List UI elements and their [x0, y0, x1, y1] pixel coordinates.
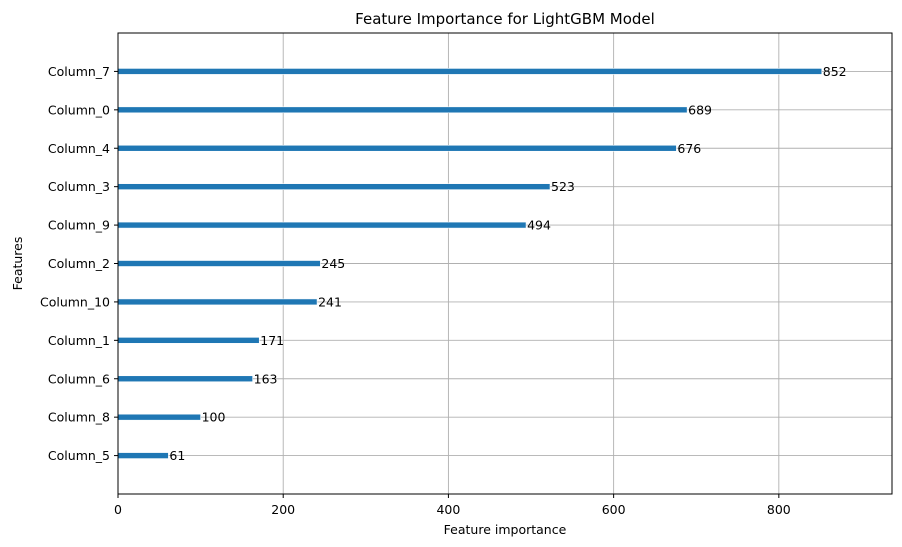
tick-layer: 0 200 400 600 800 Column_7 852 Column_0 689 Colum… — [40, 64, 847, 517]
bar — [117, 298, 318, 306]
bar-value-label: 163 — [254, 371, 278, 386]
bar-value-label: 61 — [169, 448, 185, 463]
bar-value-label: 689 — [688, 102, 712, 117]
y-tick-label: Column_3 — [48, 179, 110, 194]
y-tick-label: Column_2 — [48, 256, 110, 271]
bar — [117, 106, 688, 114]
x-tick-label: 600 — [602, 502, 626, 517]
y-tick-label: Column_7 — [48, 64, 110, 79]
bar-value-label: 241 — [318, 294, 342, 309]
bar — [117, 260, 321, 267]
bar-value-label: 171 — [260, 333, 284, 348]
x-tick-label: 200 — [271, 502, 295, 517]
bar-value-label: 523 — [551, 179, 575, 194]
bar — [117, 183, 551, 190]
bar-layer — [117, 68, 823, 459]
y-axis-label: Features — [10, 237, 25, 291]
bar-value-label: 100 — [202, 410, 226, 425]
y-tick-label: Column_5 — [48, 448, 110, 463]
x-tick-label: 0 — [114, 502, 122, 517]
bar — [117, 221, 527, 229]
x-axis-label: Feature importance — [444, 522, 567, 537]
bar — [117, 68, 823, 75]
y-tick-label: Column_9 — [48, 218, 110, 233]
y-tick-label: Column_4 — [48, 141, 110, 156]
y-tick-label: Column_1 — [48, 333, 110, 348]
bar — [117, 337, 260, 344]
bar — [117, 375, 253, 383]
bar-value-label: 852 — [823, 64, 847, 79]
y-tick-label: Column_6 — [48, 371, 110, 386]
y-tick-label: Column_0 — [48, 102, 110, 117]
x-tick-label: 400 — [436, 502, 460, 517]
y-tick-label: Column_10 — [40, 294, 110, 309]
bar-value-label: 676 — [677, 141, 701, 156]
chart-title: Feature Importance for LightGBM Model — [355, 10, 655, 28]
bar-value-label: 494 — [527, 218, 551, 233]
bar — [117, 144, 677, 152]
bar — [117, 452, 169, 459]
bar — [117, 413, 201, 421]
y-tick-label: Column_8 — [48, 410, 110, 425]
x-tick-label: 800 — [767, 502, 791, 517]
bar-value-label: 245 — [321, 256, 345, 271]
